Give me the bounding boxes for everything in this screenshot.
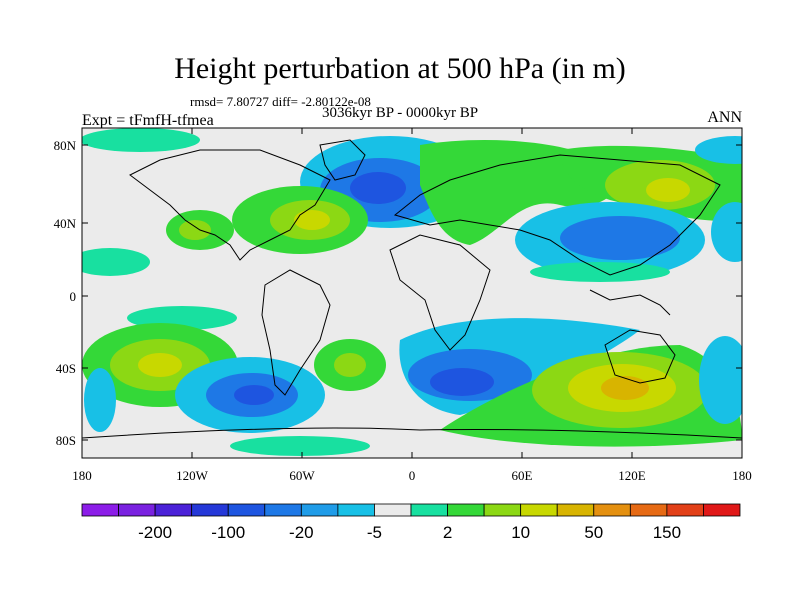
axis-ticks: 180 120W 60W 0 60E 120E 180 80N 40N 0 40S 80S: [54, 128, 752, 483]
colorbar-swatch: [191, 503, 229, 517]
coast-eurasia: [393, 154, 721, 276]
season-label: ANN: [707, 109, 742, 126]
colorbar-swatch: [447, 503, 485, 517]
coast-greenland: [319, 139, 366, 181]
coast-north-america: [129, 149, 331, 261]
colorbar-label: -20: [289, 523, 314, 542]
colorbar-swatch: [264, 503, 302, 517]
colorbar-label: 2: [443, 523, 452, 542]
contour-pacific-cyan: [711, 202, 742, 262]
plot-title: Height perturbation at 500 hPa (in m): [174, 52, 626, 85]
contour-india-teal: [530, 262, 670, 282]
contour-north-atlantic-core: [350, 172, 406, 204]
lat-tick-label: 80N: [54, 138, 77, 153]
colorbar-swatch: [154, 503, 193, 517]
coast-south-america: [261, 269, 331, 396]
colorbar-swatch: [227, 503, 266, 517]
colorbar-label: -100: [211, 523, 245, 542]
contour-sa-core: [234, 385, 274, 405]
contour-field: [82, 128, 742, 458]
coast-antarctica: [82, 427, 742, 439]
colorbar-swatch: [300, 503, 339, 517]
contour-spac-west-cyan: [84, 368, 116, 432]
contour-aus-core: [601, 376, 649, 400]
colorbar-swatch: [593, 503, 631, 517]
colorbar-swatch: [629, 503, 668, 517]
contour-bering-cyan: [695, 136, 742, 164]
colorbar-swatch: [666, 503, 704, 517]
lon-tick-label: 120W: [176, 468, 209, 483]
coast-australia: [604, 329, 676, 384]
contour-satl-yellow: [334, 353, 366, 377]
colorbar-label: -200: [138, 523, 172, 542]
experiment-label: Expt = tFmfH-tfmea: [82, 112, 214, 129]
contour-npac-teal: [82, 248, 150, 276]
lon-tick-label: 180: [732, 468, 752, 483]
colorbar-swatch: [520, 503, 558, 517]
colorbar-swatch: [337, 503, 375, 517]
contour-antarctic-teal: [230, 436, 370, 456]
lon-tick-label: 60E: [512, 468, 533, 483]
lat-tick-label: 40S: [56, 361, 76, 376]
coastlines: [82, 139, 742, 439]
colorbar-swatch: [118, 503, 156, 517]
contour-sio-core: [430, 368, 494, 396]
lat-tick-label: 80S: [56, 433, 76, 448]
lon-tick-label: 60W: [289, 468, 315, 483]
lat-tick-label: 40N: [54, 216, 77, 231]
colorbar-swatch: [410, 503, 448, 517]
lon-tick-label: 0: [409, 468, 416, 483]
colorbar-label: -5: [367, 523, 382, 542]
contour-npac-yellow: [179, 220, 211, 240]
colorbar-label: 10: [511, 523, 530, 542]
coast-africa: [389, 234, 491, 351]
colorbar-swatch: [81, 503, 119, 517]
colorbar-swatch: [556, 503, 595, 517]
colorbar-label: 50: [584, 523, 603, 542]
contour-spac-east-cyan: [699, 336, 742, 424]
lon-tick-label: 120E: [618, 468, 646, 483]
contour-arctic-west: [82, 128, 200, 152]
contour-spac-core: [138, 353, 182, 377]
colorbar-label: 150: [653, 523, 681, 542]
lat-tick-label: 0: [70, 289, 77, 304]
colorbar-swatch: [374, 503, 412, 517]
colorbar-swatch: [483, 503, 522, 517]
contour-na-core: [294, 210, 330, 230]
contour-asia-blue: [560, 216, 680, 260]
stats-label: rmsd= 7.80727 diff= -2.80122e-08: [190, 94, 371, 109]
lon-tick-label: 180: [72, 468, 92, 483]
contour-siberia-core: [646, 178, 690, 202]
period-label: 3036kyr BP - 0000kyr BP: [322, 105, 479, 121]
colorbar: -200 -100 -20 -5 2 10 50 150: [81, 503, 741, 542]
colorbar-swatch: [703, 503, 741, 517]
coast-maritime: [589, 289, 671, 316]
